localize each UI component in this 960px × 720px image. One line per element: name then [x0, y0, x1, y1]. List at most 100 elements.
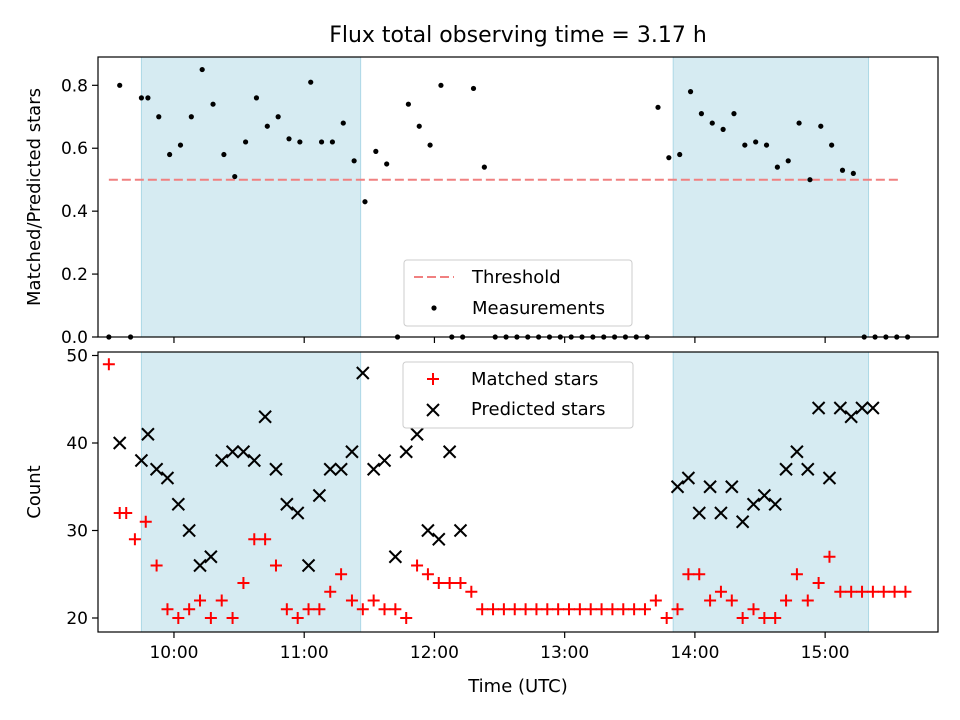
- predicted-stars-point: [442, 445, 457, 459]
- measurement-point: [286, 136, 292, 142]
- measurement-point: [318, 139, 325, 145]
- matched-stars-point: [584, 603, 597, 616]
- measurement-point: [731, 111, 737, 117]
- measurement-point: [156, 114, 162, 120]
- measurement-point: [221, 151, 227, 158]
- matched-stars-point: [324, 585, 337, 598]
- matched-stars-point: [139, 515, 152, 528]
- matched-stars-point: [769, 612, 782, 624]
- predicted-stars-point: [692, 506, 706, 520]
- measurement-point: [655, 104, 661, 110]
- matched-stars-point: [856, 585, 869, 598]
- matched-stars-point: [487, 603, 500, 616]
- matched-stars-point: [302, 603, 315, 616]
- predicted-stars-point: [356, 366, 370, 380]
- predicted-stars-point: [134, 453, 149, 468]
- measurement-point: [384, 161, 390, 167]
- shaded-region: [672, 351, 870, 633]
- measurement-point: [308, 79, 314, 85]
- bottom-legend: Matched stars Predicted stars: [402, 361, 634, 429]
- measurement-point: [177, 142, 184, 148]
- matched-stars-point: [313, 603, 326, 616]
- predicted-stars-point: [421, 523, 435, 538]
- y-tick-label: 0.2: [61, 265, 88, 285]
- chart-title: Flux total observing time = 3.17 h: [329, 23, 707, 48]
- measurement-point: [138, 95, 145, 101]
- legend-predicted-label: Predicted stars: [471, 399, 605, 420]
- predicted-stars-point: [757, 488, 772, 503]
- x-tick-label: 13:00: [540, 643, 589, 663]
- predicted-stars-point: [215, 453, 229, 468]
- predicted-stars-point: [432, 532, 446, 546]
- measurement-point: [297, 139, 303, 145]
- y-tick-label: 40: [66, 434, 88, 454]
- matched-stars-point: [128, 533, 141, 546]
- predicted-stars-point: [236, 445, 251, 459]
- predicted-stars-point: [681, 471, 696, 485]
- matched-stars-point: [345, 594, 358, 607]
- matched-stars-point: [780, 594, 793, 607]
- matched-stars-point: [671, 603, 684, 616]
- measurement-point: [470, 85, 477, 92]
- matched-stars-point: [389, 603, 402, 616]
- predicted-stars-point: [225, 445, 240, 459]
- x-tick-label: 14:00: [670, 643, 719, 663]
- matched-stars-point: [866, 585, 879, 598]
- matched-stars-point: [400, 612, 413, 624]
- measurement-point: [275, 114, 281, 120]
- bottom-axes-ticks: 20 30 40 50 10:00 11:00 12:00 13:00 14:00 15:00: [66, 347, 849, 664]
- matched-stars-point: [378, 603, 391, 616]
- matched-stars-point: [356, 603, 369, 616]
- matched-stars-point: [102, 358, 115, 371]
- predicted-stars-point: [410, 427, 424, 441]
- matched-stars-point: [454, 577, 467, 589]
- measurement-point: [199, 66, 205, 73]
- x-tick-label: 10:00: [149, 643, 198, 663]
- matched-stars-point: [790, 568, 803, 581]
- shaded-region: [672, 56, 870, 338]
- measurement-point: [774, 164, 780, 170]
- matched-stars-point: [150, 559, 163, 572]
- predicted-stars-point: [345, 445, 359, 459]
- matched-stars-point: [204, 612, 217, 624]
- predicted-stars-point: [822, 471, 837, 485]
- matched-stars-series: [102, 358, 912, 624]
- measurement-point: [373, 148, 379, 154]
- measurement-point: [340, 120, 346, 126]
- matched-stars-point: [183, 603, 196, 616]
- matched-stars-point: [259, 533, 272, 546]
- matched-stars-point: [758, 612, 771, 624]
- matched-stars-point: [541, 603, 554, 616]
- predicted-stars-point: [735, 515, 750, 529]
- x-axis-label: Time (UTC): [467, 676, 568, 697]
- legend-matched-label: Matched stars: [471, 369, 598, 390]
- predicted-stars-point: [811, 401, 826, 415]
- legend-predicted-swatch: [426, 403, 440, 417]
- measurement-point: [405, 101, 411, 107]
- measurement-point: [677, 151, 683, 158]
- matched-stars-point: [367, 594, 380, 607]
- measurement-point: [818, 123, 824, 129]
- matched-stars-point: [421, 568, 434, 581]
- legend-threshold-label: Threshold: [471, 267, 561, 288]
- shaded-region: [140, 56, 362, 338]
- predicted-stars-point: [290, 506, 305, 520]
- matched-stars-point: [617, 603, 630, 616]
- measurement-point: [167, 151, 173, 158]
- measurement-point: [785, 158, 791, 164]
- predicted-stars-point: [366, 462, 381, 476]
- matched-stars-point: [269, 559, 282, 572]
- top-axes-ticks: 0.0 0.2 0.4 0.6 0.8: [61, 76, 826, 348]
- matched-stars-point: [161, 603, 174, 616]
- measurement-point: [145, 95, 151, 101]
- matched-stars-point: [215, 594, 228, 607]
- bottom-panel: 20 30 40 50 10:00 11:00 12:00 13:00 14:00 15:00 C…: [24, 347, 939, 697]
- matched-stars-point: [172, 612, 185, 624]
- predicted-stars-point: [844, 410, 858, 424]
- measurement-point: [687, 89, 694, 95]
- top-legend: Threshold Measurements: [403, 259, 633, 327]
- legend-measurements-label: Measurements: [472, 298, 605, 319]
- measurement-point: [242, 139, 249, 145]
- top-shaded-regions: [140, 56, 870, 338]
